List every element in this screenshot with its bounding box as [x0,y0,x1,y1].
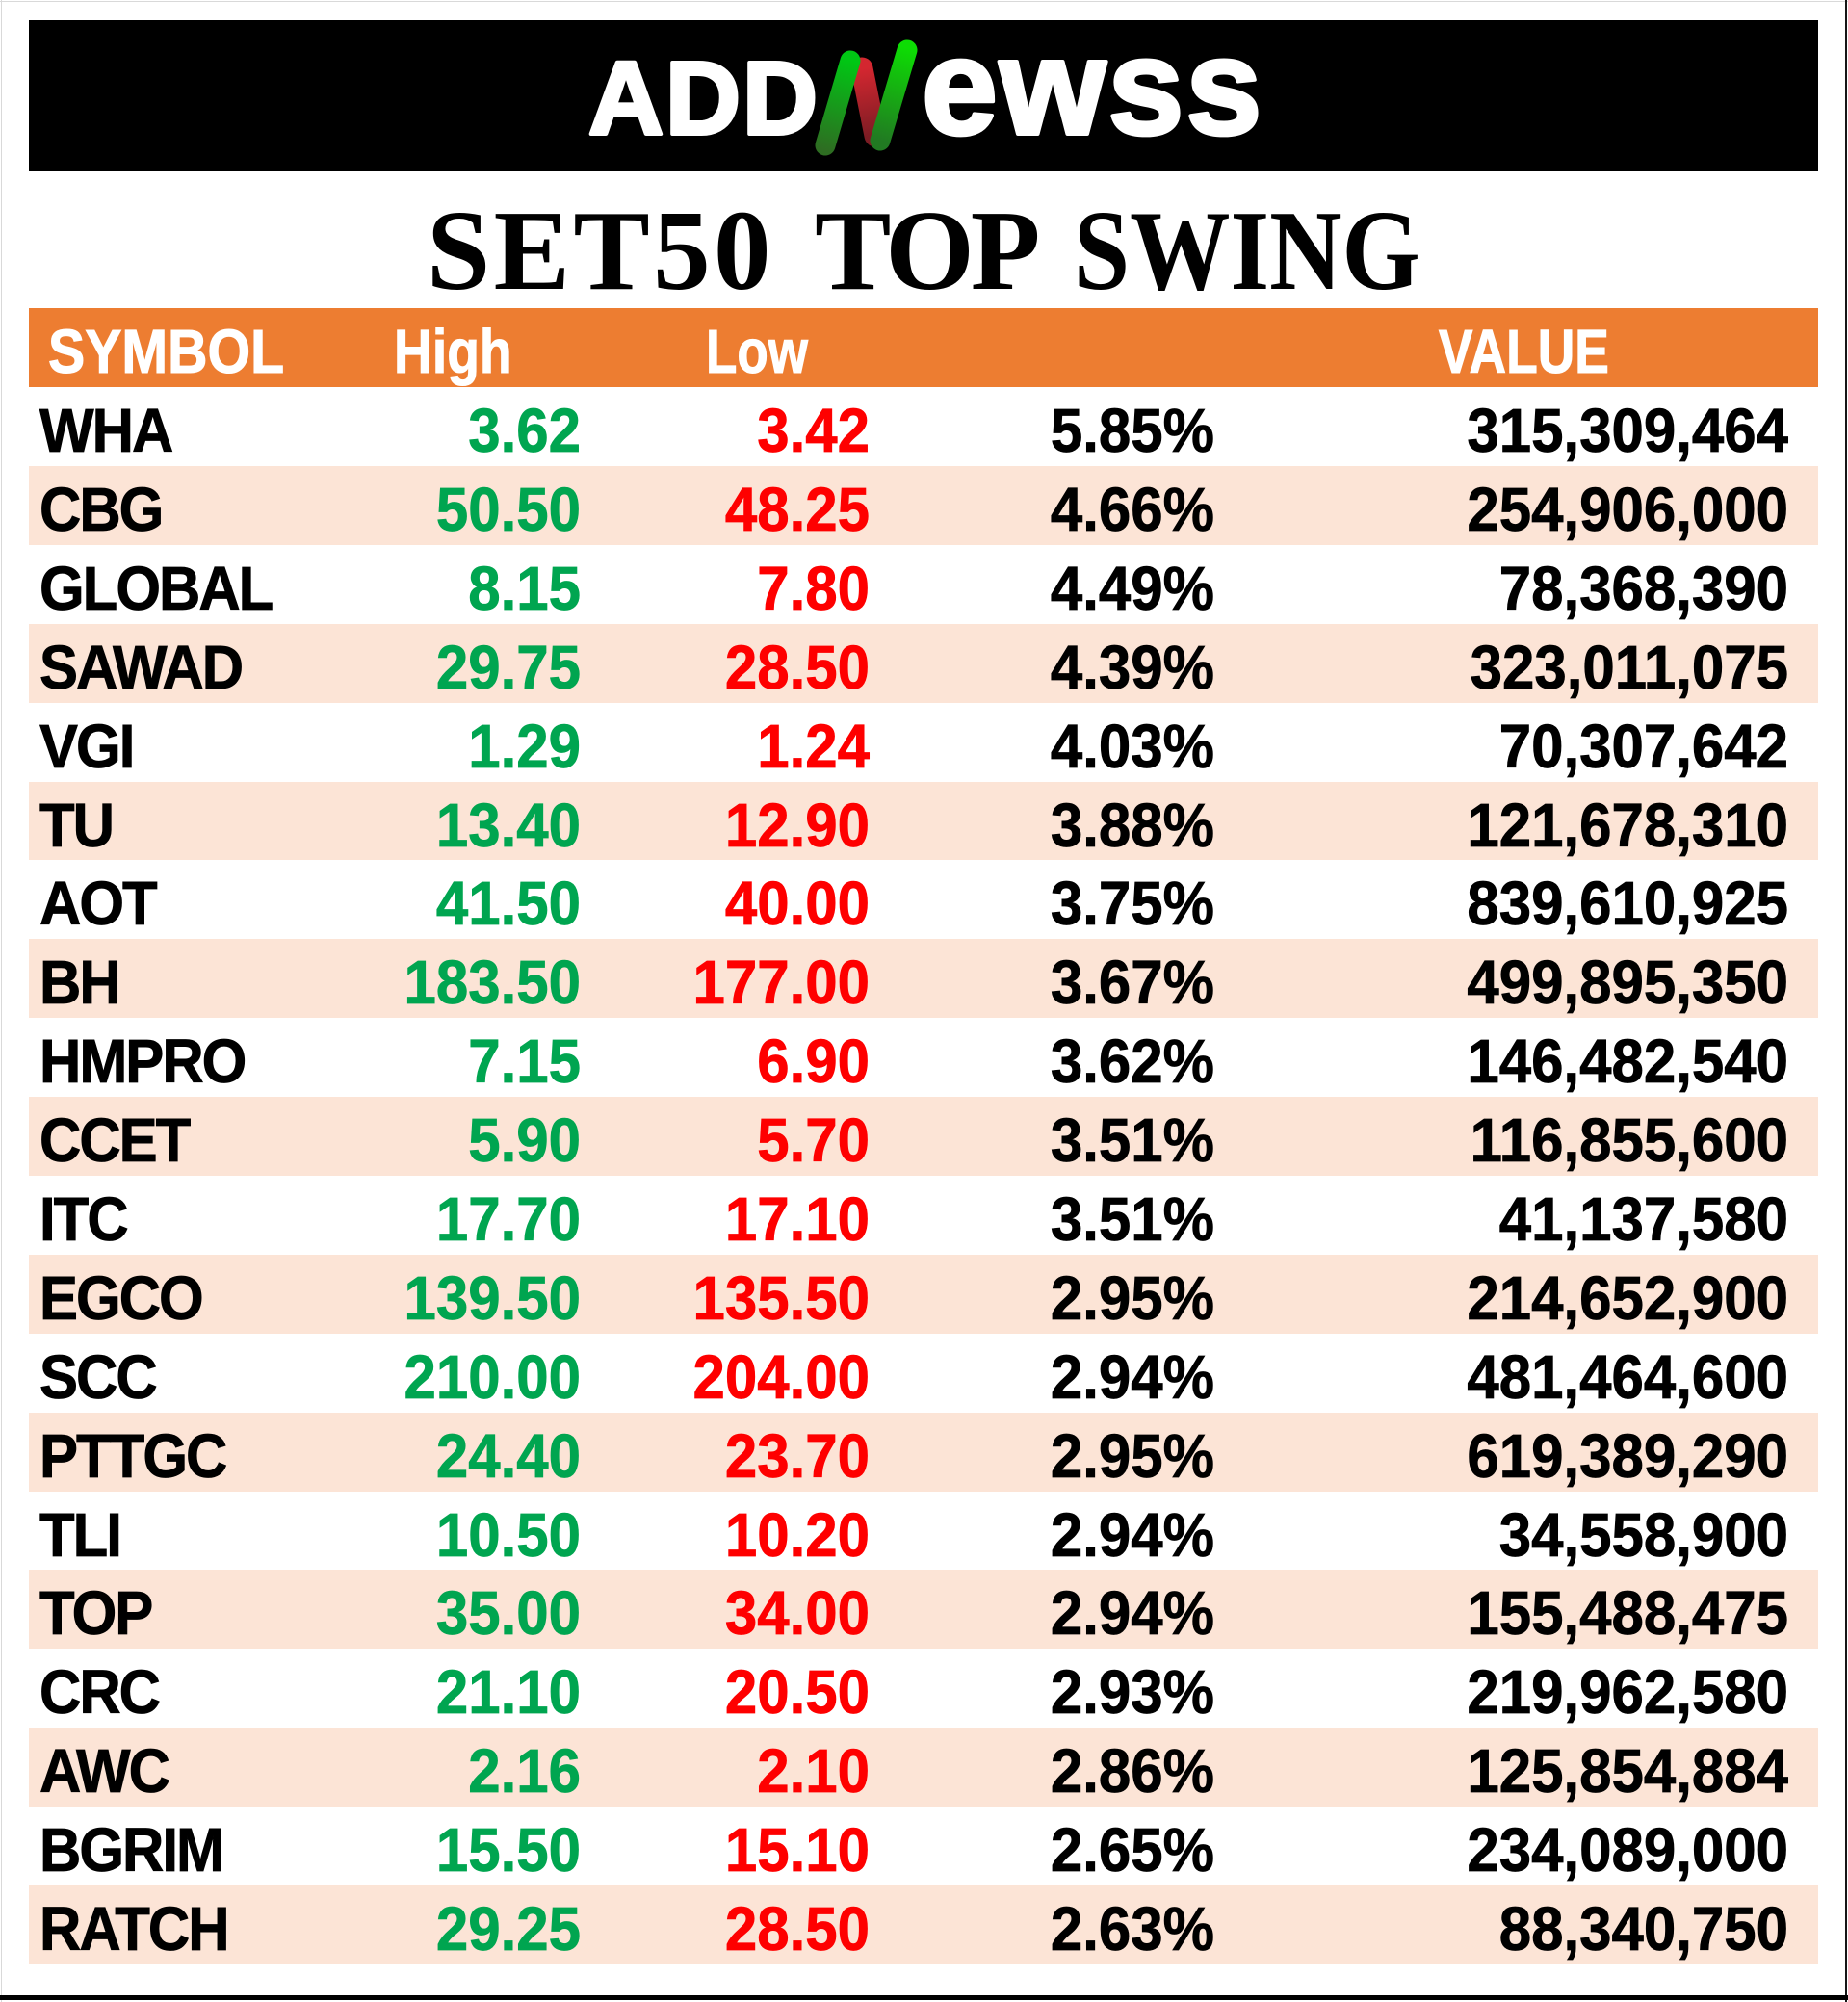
svg-text:ADD: ADD [588,39,820,156]
svg-text:ewss: ewss [922,11,1263,164]
